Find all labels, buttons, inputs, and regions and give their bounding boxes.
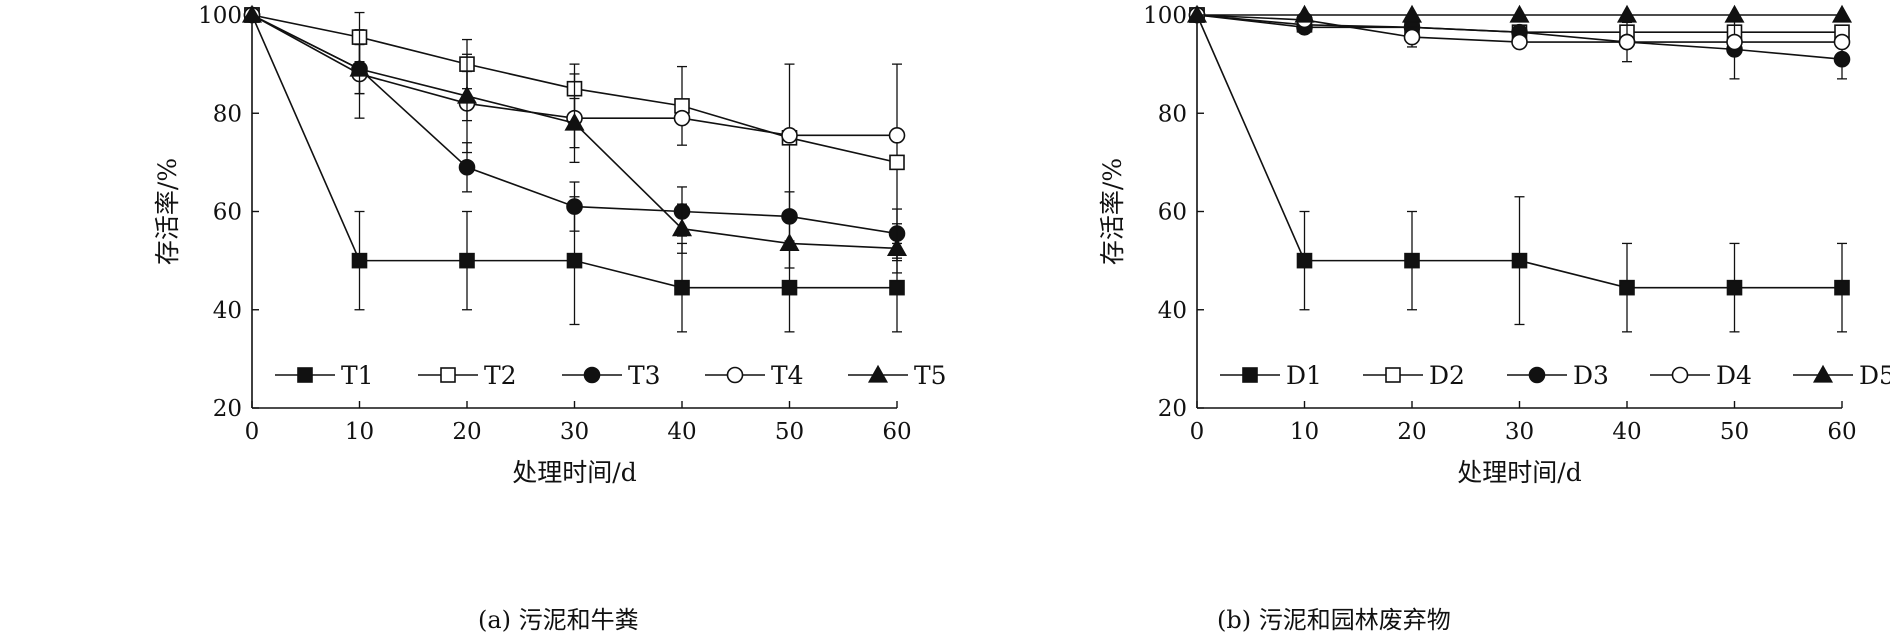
chart-a-series-T1: [244, 7, 905, 333]
chart-b-y-axis-title: 存活率/%: [1098, 158, 1127, 265]
chart-a-point-T5: [779, 233, 800, 252]
chart-a-point-T1: [351, 252, 368, 269]
chart-b-y-tick-label: 80: [1158, 101, 1187, 127]
chart-b-point-D1: [1619, 279, 1635, 296]
chart-a-y-tick-label: 40: [213, 298, 242, 324]
chart-b-point-D4: [1511, 33, 1528, 51]
chart-a-x-tick-label: 10: [345, 419, 374, 445]
chart-a-y-tick-label: 20: [213, 396, 242, 422]
chart-b-point-D1: [1404, 252, 1420, 269]
chart-a-point-T4: [673, 109, 691, 127]
chart-b-x-tick-label: 60: [1827, 419, 1856, 445]
chart-a-point-T5: [456, 85, 478, 104]
chart-a-legend-marker-T2: [440, 367, 456, 383]
chart-b-point-D5: [1724, 4, 1745, 23]
chart-a-point-T1: [674, 279, 690, 296]
chart-a-legend-marker-T3: [583, 366, 601, 384]
chart-b-legend-label-D2: D2: [1429, 361, 1465, 390]
chart-a-x-tick-label: 20: [452, 419, 481, 445]
chart-a-legend-label-T1: T1: [341, 361, 374, 390]
chart-b-x-axis-title: 处理时间/d: [1457, 458, 1581, 487]
chart-b-point-D1: [1296, 252, 1313, 269]
chart-b-y-tick-label: 40: [1158, 298, 1187, 324]
chart-b-y-tick-label: 60: [1158, 200, 1187, 226]
chart-a-point-T5: [886, 238, 908, 256]
chart-a-x-tick-label: 40: [667, 419, 696, 445]
chart-a-point-T5: [349, 58, 370, 77]
chart-b-point-D4: [1618, 33, 1636, 51]
chart-a-x-axis-title: 处理时间/d: [512, 458, 636, 487]
chart-a-legend-label-T3: T3: [628, 361, 661, 390]
chart-b-x-tick-label: 30: [1505, 419, 1534, 445]
chart-a-legend-label-T2: T2: [484, 361, 517, 390]
chart-a-point-T5: [241, 4, 263, 23]
chart-b-legend-marker-D5: [1812, 364, 1834, 383]
chart-a-legend-label-T4: T4: [771, 361, 804, 390]
chart-b-series-D5: [1186, 4, 1853, 23]
chart-b-y-tick-label: 100: [1143, 3, 1187, 29]
chart-b-legend-label-D4: D4: [1716, 361, 1752, 390]
chart-b-legend-label-D3: D3: [1573, 361, 1609, 390]
chart-a-x-tick-label: 0: [245, 419, 260, 445]
chart-b-point-D3: [1833, 50, 1851, 68]
chart-a-point-T5: [564, 112, 585, 131]
chart-a-point-T4: [781, 127, 798, 144]
chart-a-point-T3: [458, 158, 476, 176]
chart-b-point-D4: [1833, 33, 1851, 51]
chart-a-point-T2: [889, 154, 905, 171]
chart-a-y-tick-label: 100: [198, 3, 242, 29]
chart-a-legend: T1 T2 T3 T4 T5: [275, 361, 945, 390]
chart-a-point-T1: [566, 252, 583, 269]
chart-b-point-D5: [1509, 4, 1530, 23]
chart-b-legend: D1 D2 D3 D4 D5: [1220, 361, 1890, 390]
chart-b-x-tick-label: 40: [1612, 419, 1641, 445]
chart-b-x-tick-label: 20: [1397, 419, 1426, 445]
chart-a-point-T5: [671, 218, 693, 237]
chart-a-legend-marker-T5: [867, 364, 889, 383]
chart-b-point-D5: [1294, 4, 1315, 23]
chart-b-point-D4: [1403, 28, 1421, 46]
chart-b-legend-label-D5: D5: [1859, 361, 1890, 390]
chart-b-point-D5: [1401, 4, 1423, 23]
chart-a-x-tick-label: 30: [560, 419, 589, 445]
chart-a-series-T5: [241, 4, 908, 274]
chart-b-point-D1: [1726, 279, 1743, 296]
chart-a-point-T3: [566, 198, 583, 215]
chart-a-point-T1: [459, 252, 475, 269]
chart-a-caption: (a) 污泥和牛粪: [478, 606, 639, 634]
chart-b-point-D5: [1831, 4, 1853, 23]
chart-b-point-D1: [1511, 252, 1528, 269]
chart-a-point-T4: [888, 127, 906, 144]
chart-b-x-tick-label: 10: [1290, 419, 1319, 445]
chart-b-x-tick-label: 50: [1720, 419, 1749, 445]
chart-a-y-tick-label: 60: [213, 200, 242, 226]
chart-b-point-D5: [1186, 4, 1208, 23]
chart-b-legend-marker-D3: [1528, 366, 1546, 384]
chart-a-point-T1: [889, 279, 905, 296]
chart-a-legend-marker-T4: [726, 366, 744, 384]
chart-b-y-tick-label: 20: [1158, 396, 1187, 422]
chart-a-x-tick-label: 50: [775, 419, 804, 445]
chart-b-legend-marker-D4: [1671, 366, 1689, 384]
chart-a-legend-marker-T1: [297, 367, 313, 383]
chart-panel-a: 0 10 20 30 40 50 60 20 40 60 80 100 处理时间/d 存活率/% T1 T2 T…: [153, 3, 945, 634]
chart-b-legend-marker-D1: [1242, 367, 1258, 383]
chart-b-legend-marker-D2: [1385, 367, 1401, 383]
chart-panel-b: 0 10 20 30 40 50 60 20 40 60 80 100 处理时间/d 存活率/% D1 D2 D…: [945, 0, 1890, 638]
chart-b-caption: (b) 污泥和园林废弃物: [1217, 606, 1451, 634]
chart-b-point-D5: [1616, 4, 1638, 23]
chart-b-legend-label-D1: D1: [1286, 361, 1322, 390]
chart-b-series-D1: [1189, 7, 1850, 333]
chart-b-point-D4: [1726, 33, 1743, 51]
chart-a-point-T1: [781, 279, 798, 296]
chart-a-y-tick-label: 80: [213, 101, 242, 127]
chart-a-y-axis-title: 存活率/%: [153, 158, 182, 265]
chart-b-x-tick-label: 0: [1190, 419, 1205, 445]
chart-a-x-tick-label: 60: [882, 419, 911, 445]
chart-a-legend-label-T5: T5: [914, 361, 945, 390]
chart-b-point-D1: [1834, 279, 1850, 296]
